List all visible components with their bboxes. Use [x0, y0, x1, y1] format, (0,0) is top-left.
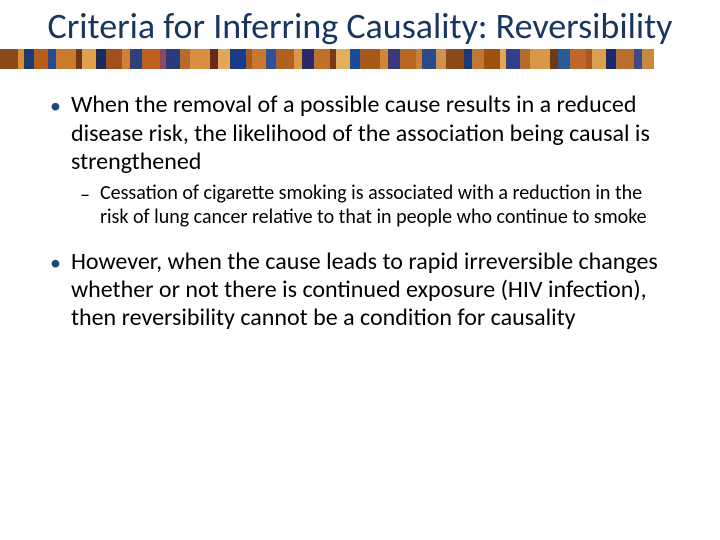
divider-segment: [436, 49, 446, 69]
divider-segment: [266, 49, 276, 69]
bullet-text: When the removal of a possible cause res…: [71, 91, 670, 176]
slide: Criteria for Inferring Causality: Revers…: [0, 0, 720, 540]
divider-segment: [506, 49, 520, 69]
divider-segment: [616, 49, 634, 69]
decorative-divider: [0, 49, 720, 69]
bullet-level-1: • When the removal of a possible cause re…: [50, 91, 670, 176]
divider-segment: [180, 49, 190, 69]
divider-segment: [350, 49, 360, 69]
bullet-text: However, when the cause leads to rapid i…: [71, 248, 670, 333]
slide-title: Criteria for Inferring Causality: Revers…: [40, 6, 680, 47]
divider-segment: [336, 49, 350, 69]
divider-segment: [634, 49, 642, 69]
divider-segment: [56, 49, 76, 69]
bullet-marker: •: [50, 93, 61, 119]
divider-segment: [24, 49, 34, 69]
divider-segment: [230, 49, 246, 69]
divider-segment: [276, 49, 294, 69]
title-block: Criteria for Inferring Causality: Revers…: [0, 0, 720, 47]
content-area: • When the removal of a possible cause re…: [0, 69, 720, 332]
divider-segment: [48, 49, 56, 69]
divider-segment: [166, 49, 180, 69]
divider-segment: [380, 49, 388, 69]
divider-segment: [472, 49, 484, 69]
divider-segment: [550, 49, 558, 69]
divider-segment: [210, 49, 218, 69]
divider-segment: [592, 49, 606, 69]
divider-segment: [0, 49, 18, 69]
bullet-level-1: • However, when the cause leads to rapid …: [50, 248, 670, 333]
divider-segment: [106, 49, 122, 69]
divider-segment: [130, 49, 142, 69]
divider-segment: [218, 49, 230, 69]
divider-segment: [558, 49, 570, 69]
divider-segment: [606, 49, 616, 69]
divider-segment: [422, 49, 436, 69]
divider-segment: [294, 49, 302, 69]
divider-segment: [122, 49, 130, 69]
bullet-marker: •: [50, 250, 61, 276]
divider-segment: [302, 49, 314, 69]
divider-segment: [252, 49, 266, 69]
divider-segment: [360, 49, 380, 69]
divider-segment: [484, 49, 500, 69]
divider-segment: [642, 49, 654, 69]
divider-segment: [520, 49, 530, 69]
divider-segment: [464, 49, 472, 69]
divider-segment: [388, 49, 400, 69]
divider-segment: [314, 49, 330, 69]
divider-segment: [190, 49, 210, 69]
divider-segment: [142, 49, 160, 69]
divider-segment: [400, 49, 416, 69]
bullet-level-2: –Cessation of cigarette smoking is assoc…: [80, 182, 670, 229]
divider-segment: [570, 49, 586, 69]
bullet-marker: –: [80, 183, 90, 207]
divider-segment: [96, 49, 106, 69]
divider-segment: [446, 49, 464, 69]
bullet-text: Cessation of cigarette smoking is associ…: [100, 182, 670, 229]
divider-segment: [82, 49, 96, 69]
divider-segment: [34, 49, 48, 69]
divider-segment: [530, 49, 550, 69]
